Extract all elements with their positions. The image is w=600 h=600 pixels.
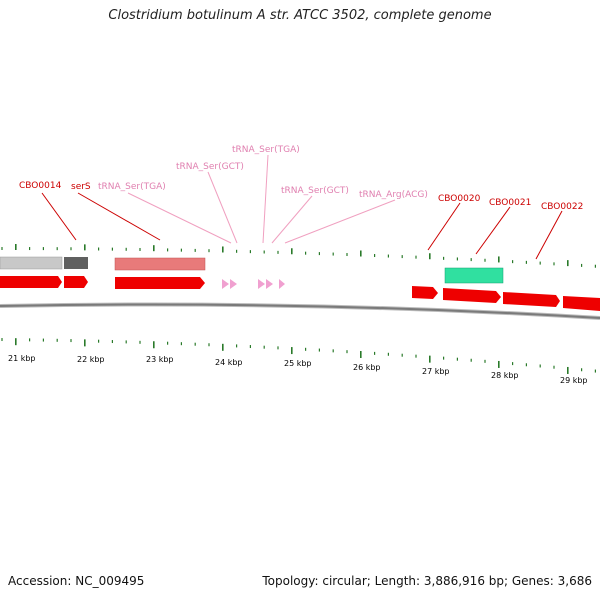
trna-arrow-5[interactable] [279, 279, 285, 289]
feature-rrna-like[interactable] [114, 257, 206, 271]
trna-arrows [222, 279, 285, 289]
label-CBO0021[interactable]: CBO0021 [489, 198, 531, 208]
feature-dark[interactable] [64, 257, 88, 269]
gene-arrow-CBO0022a[interactable] [503, 292, 560, 307]
label-trna-ser-gct-1[interactable]: tRNA_Ser(GCT) [176, 162, 244, 172]
label-trna-arg-acg[interactable]: tRNA_Arg(ACG) [359, 190, 428, 200]
kbp-label: 27 kbp [422, 367, 450, 376]
gene-arrow-CBO0021[interactable] [443, 288, 501, 303]
label-CBO0022[interactable]: CBO0022 [541, 202, 583, 212]
label-trna-ser-gct-2[interactable]: tRNA_Ser(GCT) [281, 186, 349, 196]
trna-arrow-4[interactable] [266, 279, 273, 289]
kbp-label: 23 kbp [146, 355, 174, 364]
genome-summary-text: Topology: circular; Length: 3,886,916 bp… [262, 574, 592, 588]
gene-arrow-serS[interactable] [115, 277, 205, 289]
scale-labels: 21 kbp 22 kbp 23 kbp 24 kbp 25 kbp 26 kb… [8, 354, 588, 385]
trna-arrow-1[interactable] [222, 279, 229, 289]
leader-lines [41, 154, 563, 260]
gene-arrow-CBO0020[interactable] [412, 286, 438, 299]
kbp-label: 26 kbp [353, 363, 381, 372]
feature-labels: CBO0014 serS tRNA_Ser(TGA) tRNA_Ser(GCT)… [19, 145, 583, 212]
feature-teal[interactable] [444, 267, 504, 284]
kbp-label: 22 kbp [77, 355, 105, 364]
kbp-label: 25 kbp [284, 359, 312, 368]
lower-ticks [1, 338, 597, 374]
feature-gray[interactable] [0, 256, 63, 270]
trna-arrow-2[interactable] [230, 279, 237, 289]
gene-arrow-left-2[interactable] [64, 276, 88, 288]
trna-arrow-3[interactable] [258, 279, 265, 289]
gene-arrow-left-1[interactable] [0, 276, 62, 288]
label-serS[interactable]: serS [71, 182, 91, 192]
label-CBO0020[interactable]: CBO0020 [438, 194, 481, 204]
kbp-label: 21 kbp [8, 354, 36, 363]
label-trna-ser-tga-2[interactable]: tRNA_Ser(TGA) [232, 145, 300, 155]
accession-text: Accession: NC_009495 [8, 574, 145, 588]
label-trna-ser-tga-1[interactable]: tRNA_Ser(TGA) [98, 182, 166, 192]
kbp-label: 29 kbp [560, 376, 588, 385]
kbp-label: 28 kbp [491, 371, 519, 380]
kbp-label: 24 kbp [215, 358, 243, 367]
map-title: Clostridium botulinum A str. ATCC 3502, … [108, 8, 492, 23]
upper-ticks [1, 244, 597, 268]
gene-arrow-CBO0022b[interactable] [563, 296, 600, 311]
genome-backbone-dark [0, 303, 600, 319]
label-CBO0014[interactable]: CBO0014 [19, 181, 62, 191]
